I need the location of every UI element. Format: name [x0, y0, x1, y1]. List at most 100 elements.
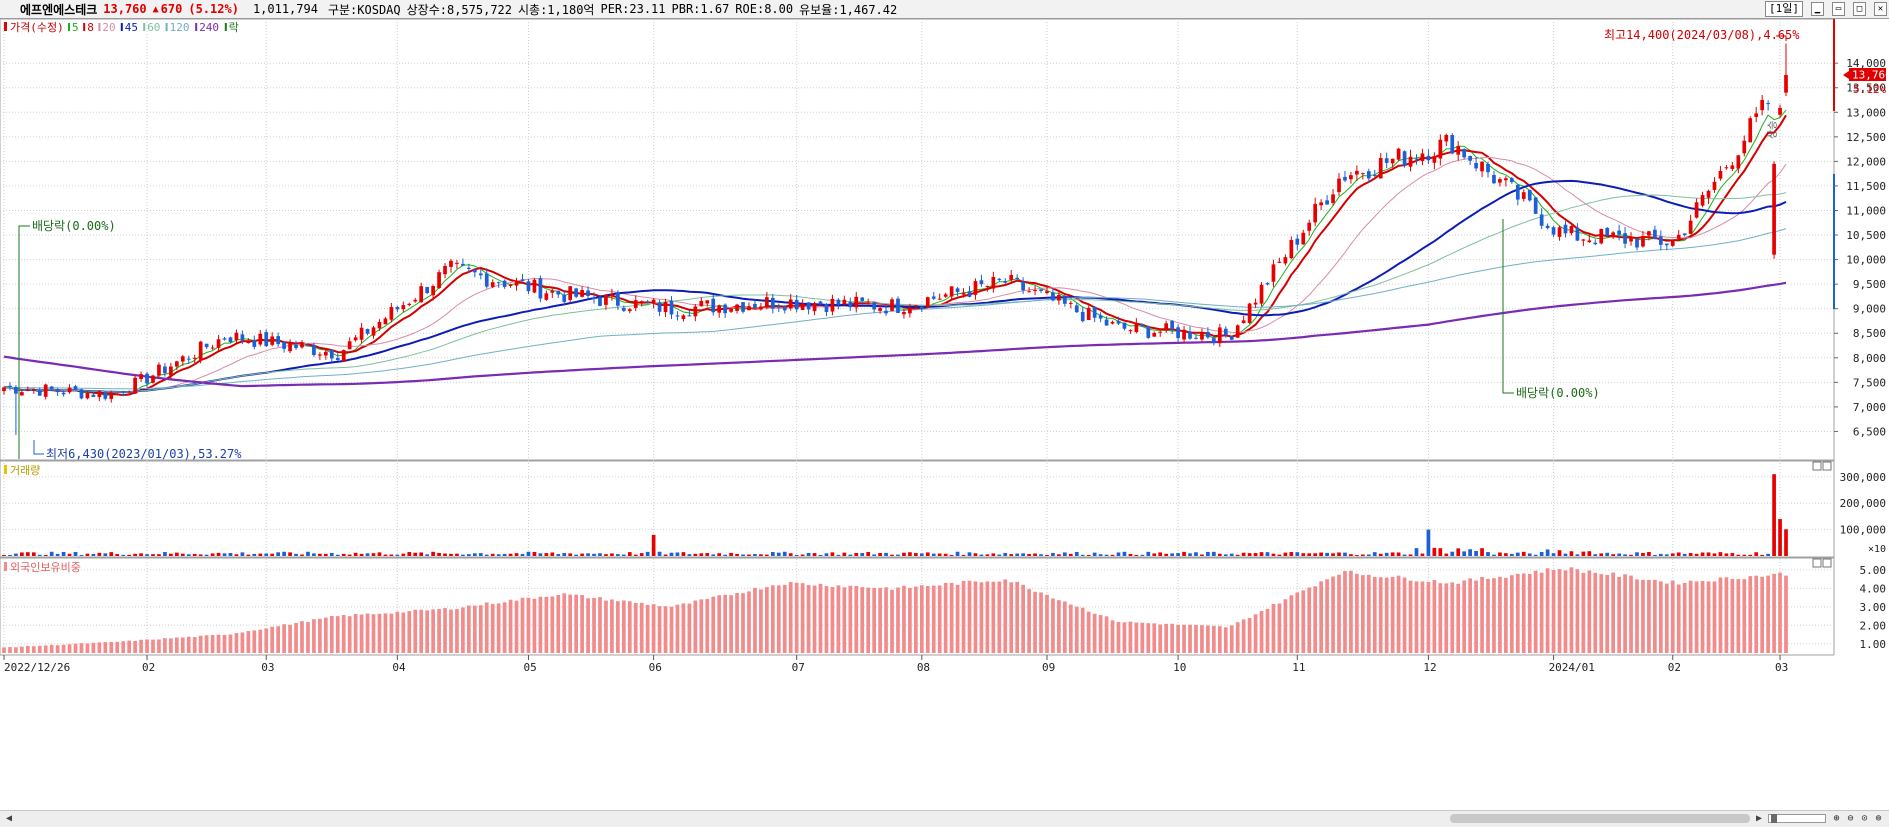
foreign-bar [961, 580, 966, 653]
volume-panel[interactable] [0, 460, 1835, 558]
candle-body [1080, 311, 1085, 322]
candle-body [914, 305, 918, 307]
candle-body [1426, 155, 1431, 161]
scroll-right-icon[interactable]: ▶ [1755, 813, 1763, 824]
volume-bar [1223, 554, 1228, 556]
foreign-bar [246, 631, 251, 653]
foreign-panel-close-icon[interactable] [1822, 558, 1832, 568]
volume-bar [568, 553, 573, 556]
volume-bar [1110, 554, 1115, 556]
candle-body [1718, 170, 1723, 179]
legend-volume-title: 거래량 [10, 464, 40, 477]
volume-bar [1408, 554, 1413, 556]
x-tick-label: 12 [1423, 661, 1436, 674]
foreign-bar [145, 639, 149, 653]
volume-bar [1080, 554, 1085, 556]
foreign-bar [1241, 619, 1246, 653]
foreign-bar [896, 587, 900, 653]
zoom-slider-knob[interactable] [1771, 814, 1777, 823]
foreign-bar [1110, 620, 1115, 653]
volume-bar [741, 554, 745, 556]
foreign-bar [884, 587, 888, 653]
volume-bar [1533, 554, 1538, 556]
candle-body [1670, 241, 1675, 246]
volume-bar [198, 554, 203, 556]
close-icon[interactable]: ✕ [1874, 2, 1887, 16]
volume-bar [1134, 554, 1139, 556]
volume-bar [991, 553, 996, 556]
foreign-bar [1694, 581, 1699, 653]
horizontal-scrollbar[interactable]: ◀ ▶ ⊕ ⊖ ⊙ ⊚ [0, 810, 1889, 827]
candle-body [1241, 320, 1246, 324]
foreign-bar [979, 582, 984, 653]
volume-bar [455, 553, 459, 556]
foreign-bar [67, 644, 72, 653]
foreign-bar [294, 622, 298, 653]
restore-icon[interactable]: ▭ [1832, 2, 1845, 16]
candle-body [1474, 163, 1478, 169]
scroll-thumb[interactable] [1450, 814, 1750, 823]
candle-body [1104, 319, 1109, 326]
candle-body [490, 282, 495, 287]
price-tick-label: 12,000 [1846, 155, 1886, 168]
foreign-bar [1331, 576, 1335, 653]
candle-body [1468, 156, 1472, 161]
zoom-reset-icon[interactable]: ⊙ [1861, 813, 1868, 824]
zoom-slider[interactable] [1768, 814, 1826, 823]
zoom-in-icon[interactable]: ⊕ [1833, 813, 1840, 824]
scroll-left-icon[interactable]: ◀ [5, 813, 13, 824]
volume-bar [1444, 553, 1449, 556]
volume-bar [1629, 554, 1633, 556]
price-panel[interactable] [0, 19, 1835, 461]
volume-bar [621, 554, 626, 556]
candle-body [389, 307, 394, 320]
volume-bar [1736, 554, 1741, 556]
candle-body [1217, 327, 1222, 344]
candle-body [1122, 322, 1127, 329]
volume-bar [1045, 555, 1049, 556]
foreign-bar [1444, 583, 1449, 653]
candle-body [1235, 325, 1240, 338]
volume-panel-close-icon[interactable] [1822, 461, 1832, 471]
foreign-bar [1009, 582, 1014, 653]
candle-body [830, 298, 835, 312]
maximize-icon[interactable]: □ [1853, 2, 1866, 16]
volume-bar [1337, 552, 1341, 556]
foreign-bar [610, 599, 614, 653]
stock-chart[interactable]: 14,000 13,500 13,000 12,500 12,000 11,500 11,0… [0, 19, 1889, 810]
candle-body [1039, 289, 1043, 291]
volume-panel-max-icon[interactable] [1812, 461, 1822, 471]
volume-bar [1235, 554, 1240, 556]
minimize-icon[interactable]: ▁ [1811, 2, 1824, 16]
foreign-panel-max-icon[interactable] [1812, 558, 1822, 568]
candle-body [169, 366, 173, 376]
foreign-bar [824, 586, 829, 653]
volume-bar [1152, 553, 1157, 556]
volume-bar [1504, 553, 1508, 556]
x-tick-label: 08 [917, 661, 930, 674]
zoom-fit-icon[interactable]: ⊚ [1875, 813, 1882, 824]
candle-body [288, 343, 292, 352]
foreign-bar [586, 598, 590, 653]
candle-body [908, 308, 912, 314]
volume-bar [252, 553, 257, 556]
candle-body [967, 291, 972, 297]
foreign-bar [407, 611, 412, 653]
foreign-legend: 외국인보유비중 [4, 561, 81, 574]
foreign-bar [788, 581, 793, 653]
period-selector[interactable]: [1일] [1765, 1, 1803, 17]
volume-bar [246, 554, 251, 556]
foreign-bar [1569, 567, 1574, 653]
foreign-bar [1384, 577, 1389, 653]
foreign-bar [449, 609, 453, 653]
stock-name[interactable]: 에프엔에스테크 [20, 2, 98, 17]
candle-body [1754, 113, 1759, 117]
foreign-bar [121, 641, 126, 653]
foreign-bar [1647, 579, 1651, 653]
candle-body [651, 299, 656, 304]
foreign-bar [151, 639, 155, 653]
zoom-out-icon[interactable]: ⊖ [1847, 813, 1854, 824]
foreign-bar [890, 589, 894, 653]
foreign-bar [1599, 574, 1604, 653]
foreign-bar [139, 639, 143, 653]
